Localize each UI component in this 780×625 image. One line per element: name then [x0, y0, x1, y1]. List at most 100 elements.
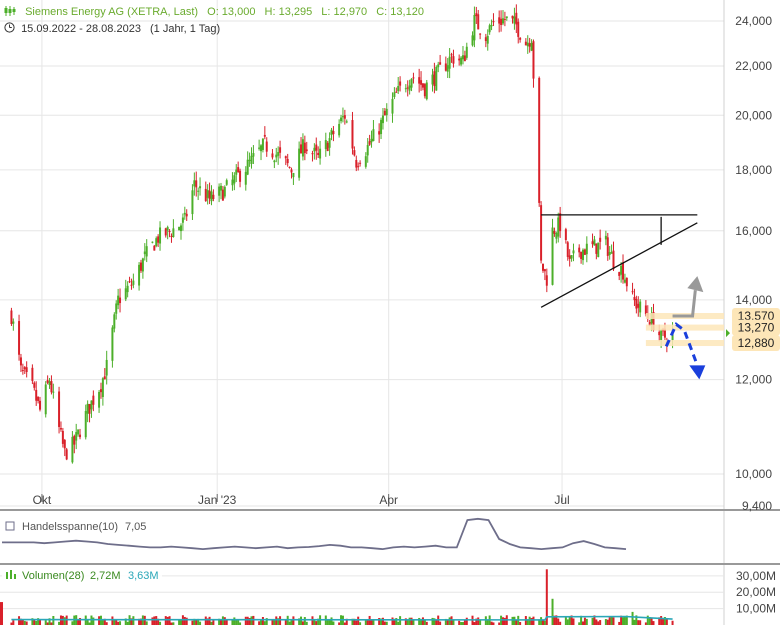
volume-bar [490, 621, 493, 625]
volume-bar [130, 618, 133, 625]
candle-body [517, 21, 520, 37]
candle-body [618, 272, 621, 276]
candle-body [237, 167, 240, 172]
candle-body [225, 180, 228, 185]
volume-bar [115, 619, 118, 625]
candle-body [92, 395, 95, 405]
support-trendline [540, 222, 698, 308]
instrument-name: Siemens Energy AG (XETRA, Last) [25, 6, 199, 18]
candle-body [33, 382, 36, 388]
volume-bar [263, 621, 266, 625]
volume-bar [420, 618, 423, 625]
candle-body [58, 391, 61, 427]
candle-body [244, 171, 247, 185]
candle-body [633, 297, 636, 301]
volume-bar [273, 619, 276, 625]
handelsspanne-panel: Handelsspanne(10) 7,05 [2, 517, 627, 551]
ohlc-open: O: 13,000 [207, 6, 256, 18]
volume-bar [111, 616, 114, 625]
candle-body [90, 400, 93, 410]
candle-body [604, 235, 607, 240]
candle-body [538, 77, 541, 203]
candle-body [644, 305, 647, 315]
volume-bar [452, 620, 455, 625]
candle-body [551, 227, 554, 285]
volume-bar [305, 621, 308, 625]
volume-bar [625, 615, 628, 625]
volume-value: 2,72M [90, 570, 121, 582]
volume-bar [315, 621, 318, 625]
bullish-arrow-head [687, 276, 704, 293]
volume-bar [145, 621, 148, 625]
volume-bar [317, 618, 320, 625]
volume-bar [648, 617, 651, 625]
candle-body [204, 188, 207, 201]
candle-body [166, 227, 169, 231]
candle-body [210, 191, 213, 202]
candle-body [99, 389, 102, 393]
candle-body [168, 231, 171, 233]
volume-bar [244, 616, 247, 625]
candle-body [326, 142, 329, 151]
volume-bar [275, 616, 278, 625]
candle-body [181, 217, 184, 223]
candle-body [290, 169, 293, 173]
candle-body [503, 18, 506, 20]
candle-body [221, 189, 224, 201]
volume-bar [650, 618, 653, 625]
volume-bar [431, 617, 434, 625]
volume-bar [597, 621, 600, 625]
volume-bar [364, 619, 367, 625]
price-tick-label: 14,000 [735, 293, 772, 307]
volume-bar [193, 618, 196, 625]
candle-body [378, 131, 381, 135]
volume-bar [458, 620, 461, 625]
handelsspanne-line [2, 517, 627, 551]
volume-bar [33, 619, 36, 625]
candle-body [65, 449, 68, 460]
level-label: 13,270 [738, 321, 775, 335]
candle-body [143, 251, 146, 255]
clock-icon [4, 22, 15, 33]
candle-body [277, 152, 280, 156]
candle-body [124, 288, 127, 300]
candle-body [460, 57, 463, 65]
volume-bar [622, 617, 625, 625]
candle-body [570, 255, 573, 259]
volume-bar [221, 616, 224, 625]
volume-bar [404, 618, 407, 625]
candle-body [250, 155, 253, 164]
volume-bar [63, 617, 66, 625]
volume-legend-bg [2, 568, 162, 582]
volume-bar [652, 621, 655, 625]
volume-bar [660, 616, 663, 625]
volume-average-value: 3,63M [128, 570, 159, 582]
volume-bar [637, 620, 640, 625]
candle-body [559, 213, 562, 232]
candle-body [246, 159, 249, 175]
candle-body [381, 115, 384, 124]
candle-body [292, 172, 295, 178]
volume-bar [606, 619, 609, 625]
candle-body [408, 85, 411, 91]
candle-body [298, 148, 301, 178]
candle-body [380, 119, 383, 135]
volume-bar [88, 622, 91, 625]
volume-bar [113, 619, 116, 625]
price-tick-label: 22,000 [735, 59, 772, 73]
volume-bar [644, 622, 647, 625]
candle-body [366, 144, 369, 156]
candle-body [300, 144, 303, 154]
volume-icon [14, 574, 16, 579]
candle-body [406, 87, 409, 89]
volume-bar [330, 617, 333, 625]
volume-bar [410, 617, 413, 625]
volume-bar [12, 620, 15, 625]
volume-bar [553, 615, 556, 625]
candle-body [324, 140, 327, 150]
volume-bar [631, 611, 634, 625]
candle-body [475, 13, 478, 17]
volume-panel: 30,00M 20,00M 10,00M Volumen(28) 2,72M 3,63M [0, 568, 776, 625]
time-tick-label: Apr [379, 493, 398, 507]
candle-body [199, 186, 202, 189]
